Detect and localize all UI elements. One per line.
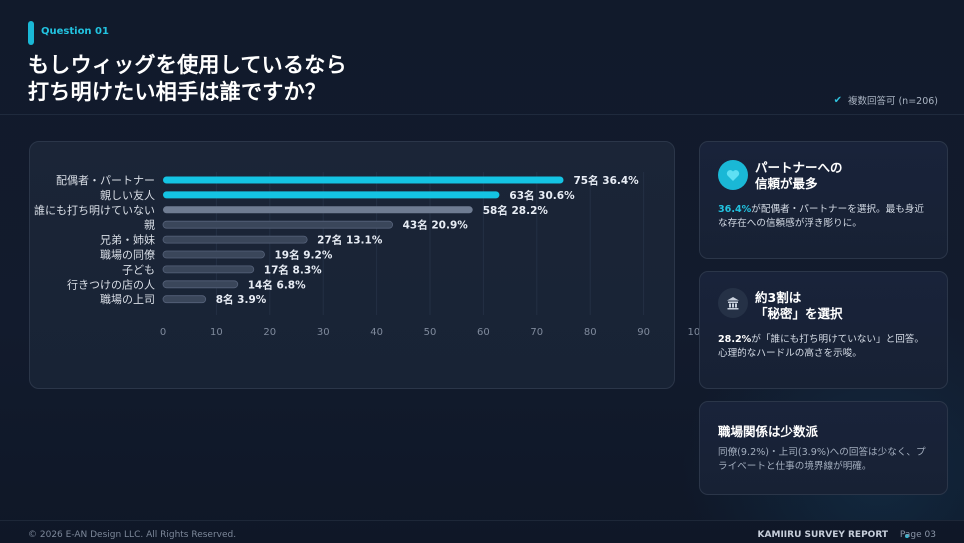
bar [162, 280, 239, 289]
bar [162, 235, 308, 244]
bar [162, 265, 255, 274]
bar [163, 176, 564, 184]
category-label: 親しい友人 [100, 188, 155, 202]
bar [163, 191, 500, 199]
card-title-line-2: 信頼が最多 [755, 176, 818, 191]
insight-card-workplace: 職場関係は少数派 同僚(9.2%)・上司(3.9%)への回答は少なく、プライベー… [699, 401, 948, 495]
card-title-line-2: 「秘密」を選択 [755, 306, 843, 321]
x-tick-label: 100 [687, 327, 706, 338]
category-label: 職場の上司 [100, 293, 155, 306]
card-body: 28.2%が「誰にも打ち明けていない」と回答。心理的なハードルの高さを示唆。 [718, 333, 933, 361]
category-label: 配偶者・パートナー [56, 174, 155, 187]
response-meta: ✔ 複数回答可 (n=206) [833, 93, 938, 108]
question-label: Question 01 [41, 26, 109, 37]
page-number: Page 03 [899, 530, 936, 540]
heart-icon [718, 160, 748, 190]
card-title-line-1: パートナーへの [755, 160, 843, 175]
report-brand: KAMIIRU SURVEY REPORT [757, 530, 888, 540]
data-label: 63名 30.6% [509, 189, 575, 202]
x-tick-label: 40 [370, 327, 383, 338]
double-check-icon: ✔ [833, 94, 842, 106]
card-title: パートナーへの 信頼が最多 [755, 160, 843, 192]
x-tick-label: 60 [477, 327, 490, 338]
x-tick-label: 0 [160, 327, 166, 338]
bar [163, 206, 473, 214]
category-label: 行きつけの店の人 [67, 277, 155, 291]
card-body-text: が「誰にも打ち明けていない」と回答。心理的なハードルの高さを示唆。 [718, 334, 924, 359]
bar [162, 220, 394, 229]
data-label: 43名 20.9% [403, 219, 469, 232]
card-title: 約3割は 「秘密」を選択 [755, 290, 843, 322]
title-line-1: もしウィッグを使用しているなら [28, 53, 347, 77]
data-label: 8名 3.9% [216, 293, 267, 306]
insight-card-partner: パートナーへの 信頼が最多 36.4%が配偶者・パートナーを選択。最も身近な存在… [699, 141, 948, 259]
card-title: 職場関係は少数派 [718, 424, 819, 439]
card-title-line-1: 約3割は [755, 290, 802, 305]
data-label: 14名 6.8% [248, 278, 306, 291]
data-label: 17名 8.3% [264, 263, 322, 276]
x-tick-label: 80 [584, 327, 597, 338]
category-label: 子ども [122, 263, 155, 276]
x-tick-label: 30 [317, 327, 330, 338]
x-tick-label: 10 [210, 327, 223, 338]
data-label: 75名 36.4% [574, 174, 640, 187]
category-label: 誰にも打ち明けていない [34, 203, 155, 217]
card-body: 同僚(9.2%)・上司(3.9%)への回答は少なく、プライベートと仕事の境界線が… [718, 447, 926, 472]
card-highlight: 28.2% [718, 334, 752, 345]
card-body: 36.4%が配偶者・パートナーを選択。最も身近な存在への信頼感が浮き彫りに。 [718, 203, 933, 231]
category-label: 職場の同僚 [100, 249, 155, 262]
x-tick-label: 20 [263, 327, 276, 338]
title-line-2: 打ち明けたい相手は誰ですか？ [28, 80, 327, 104]
x-tick-label: 90 [637, 327, 650, 338]
copyright: © 2026 E-AN Design LLC. All Rights Reser… [28, 530, 237, 540]
insight-card-secret: 約3割は 「秘密」を選択 28.2%が「誰にも打ち明けていない」と回答。心理的な… [699, 271, 948, 389]
data-label: 58名 28.2% [483, 204, 549, 217]
x-tick-label: 50 [424, 327, 437, 338]
footer-divider [0, 520, 964, 521]
x-tick-label: 70 [530, 327, 543, 338]
page-title: もしウィッグを使用しているなら 打ち明けたい相手は誰ですか？ [28, 52, 347, 106]
data-label: 27名 13.1% [317, 234, 383, 247]
category-label: 兄弟・姉妹 [100, 233, 155, 247]
bar [162, 250, 265, 259]
data-label: 19名 9.2% [274, 249, 332, 262]
footer-dot [905, 534, 909, 538]
vault-icon [718, 288, 748, 318]
bar [162, 295, 207, 304]
question-accent-bar [28, 21, 34, 45]
header-divider [0, 114, 964, 115]
card-body-text: が配偶者・パートナーを選択。最も身近な存在への信頼感が浮き彫りに。 [718, 204, 924, 229]
card-highlight: 36.4% [718, 204, 752, 215]
meta-text: 複数回答可 (n=206) [847, 96, 938, 107]
category-label: 親 [144, 219, 155, 232]
